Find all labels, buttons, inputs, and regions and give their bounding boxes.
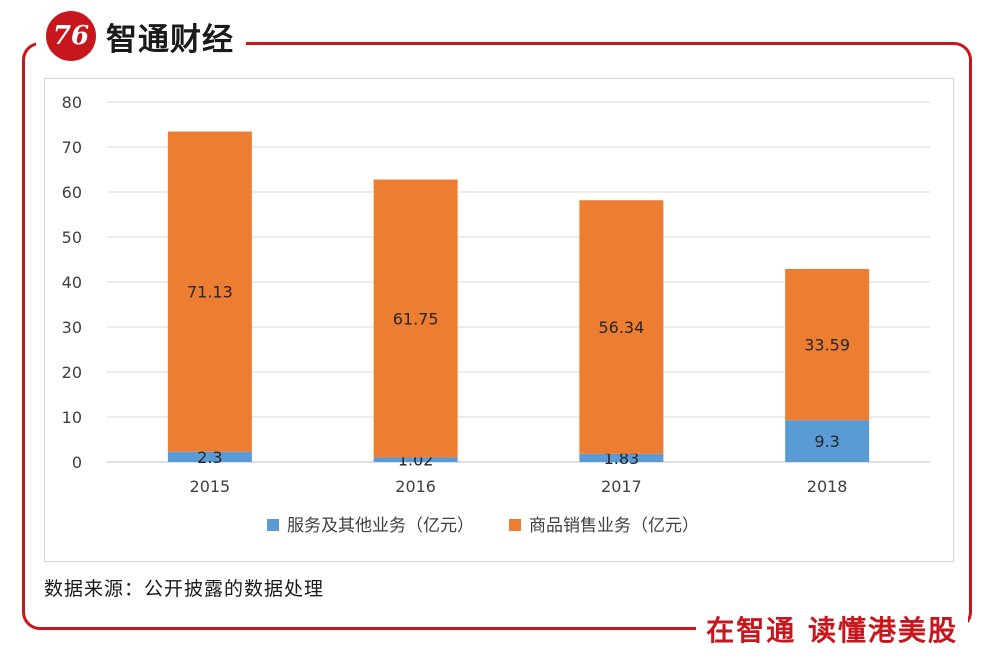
logo-icon: 76 [46, 11, 96, 61]
y-tick-label: 50 [62, 228, 82, 247]
bar-service-segment [167, 451, 252, 462]
bar-service-segment [579, 453, 664, 462]
y-tick-label: 60 [62, 183, 82, 202]
data-label: 33.59 [804, 336, 850, 355]
stacked-bar-chart: 010203040506070802.371.1320151.0261.7520… [62, 93, 930, 536]
y-tick-label: 20 [62, 363, 82, 382]
bar-service-segment [373, 457, 458, 462]
data-label: 71.13 [187, 283, 233, 302]
x-tick-label: 2016 [395, 477, 436, 496]
bar-service-segment [785, 420, 870, 462]
bar-goods-segment [579, 200, 664, 454]
data-label: 2.3 [197, 448, 222, 467]
y-tick-label: 10 [62, 408, 82, 427]
chart-container: 0 10 20 30 40 50 60 70 80 2.3 71.13 2015 1.02 61.75 20… [44, 78, 954, 562]
source-note: 数据来源：公开披露的数据处理 [44, 578, 325, 600]
y-tick-label: 80 [62, 93, 82, 112]
data-label: 61.75 [393, 309, 439, 328]
brand-logo: 76 智通财经 [36, 6, 246, 66]
card-frame [22, 42, 972, 630]
y-tick-label: 70 [62, 138, 82, 157]
y-tick-label: 40 [62, 273, 82, 292]
data-label: 9.3 [814, 432, 839, 451]
slogan: 在智通 读懂港美股 [696, 614, 968, 648]
legend-swatch [509, 519, 521, 531]
x-tick-label: 2015 [190, 477, 231, 496]
legend-goods: 商品销售业务（亿元） [529, 516, 699, 536]
legend-swatch [267, 519, 279, 531]
data-label: 56.34 [598, 318, 644, 337]
bar-goods-segment [167, 131, 252, 452]
y-tick-label: 30 [62, 318, 82, 337]
legend-service: 服务及其他业务（亿元） [287, 516, 474, 536]
bar-goods-segment [785, 268, 870, 421]
brand-name: 智通财经 [106, 21, 234, 58]
x-tick-label: 2018 [807, 477, 848, 496]
y-tick-label: 0 [72, 453, 82, 472]
bar-goods-segment [373, 179, 458, 458]
x-tick-label: 2017 [601, 477, 642, 496]
